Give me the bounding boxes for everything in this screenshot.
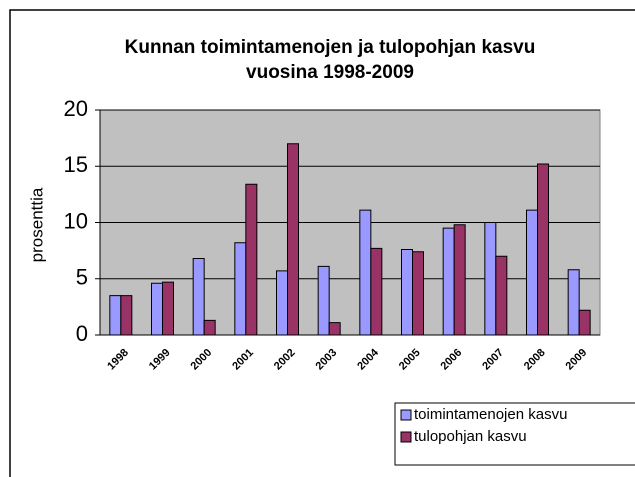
bar — [495, 255, 508, 336]
bar — [412, 251, 424, 336]
bar — [203, 319, 216, 336]
bar — [567, 269, 580, 336]
bar — [526, 209, 538, 336]
bar — [359, 209, 372, 336]
y-tick-label: 5 — [76, 265, 88, 290]
y-tick-label: 20 — [64, 96, 88, 121]
legend-swatch — [400, 431, 412, 443]
legend-label: toimintamenojen kasvu — [414, 406, 567, 423]
chart-title: Kunnan toimintamenojen ja tulopohjan kas… — [125, 37, 536, 58]
y-tick-label: 0 — [76, 321, 88, 346]
bar — [537, 163, 549, 336]
bar — [317, 265, 330, 336]
legend-label: tulopohjan kasvu — [414, 428, 527, 445]
legend-swatch — [400, 409, 412, 421]
bar — [192, 258, 205, 336]
bar — [370, 247, 383, 336]
bar — [453, 224, 466, 336]
y-tick-label: 15 — [64, 152, 88, 177]
bar — [276, 270, 288, 336]
bar — [162, 281, 174, 336]
bar — [120, 295, 133, 336]
y-axis-label: prosenttia — [27, 187, 46, 262]
y-tick-label: 10 — [64, 208, 88, 233]
bar — [401, 249, 413, 336]
bar — [234, 242, 247, 336]
bar — [151, 282, 163, 336]
bar — [328, 322, 341, 336]
bar — [442, 227, 455, 336]
chart-title: vuosina 1998-2009 — [246, 62, 414, 83]
bar — [578, 309, 591, 336]
bar — [245, 183, 258, 336]
legend — [394, 402, 635, 466]
bar — [109, 295, 122, 336]
bar — [484, 222, 497, 336]
bar — [287, 143, 299, 336]
